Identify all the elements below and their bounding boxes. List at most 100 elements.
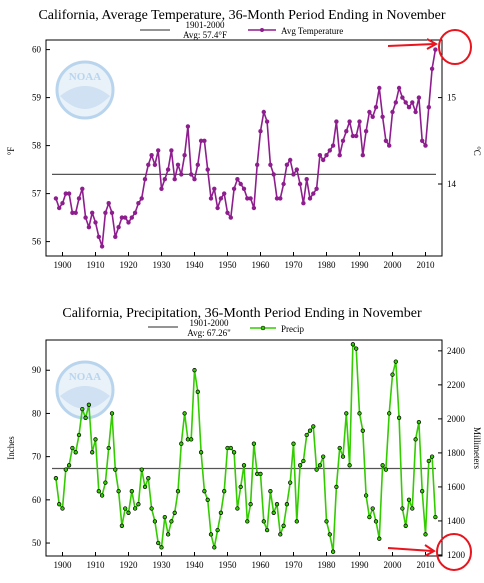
x-tick-label: 1960	[252, 560, 271, 570]
data-point	[119, 215, 125, 220]
y-axis-label-right: °C	[472, 146, 482, 156]
data-point	[311, 424, 316, 429]
highlight-arrowhead	[426, 38, 439, 50]
data-point	[235, 177, 240, 182]
data-point	[367, 514, 372, 520]
data-point	[57, 502, 62, 507]
data-point	[337, 445, 342, 451]
data-point	[238, 181, 243, 187]
data-point	[208, 196, 214, 201]
data-point	[90, 210, 95, 215]
data-point	[383, 467, 389, 472]
y-ticks-right: 1200 1400 1600 1800 2000 2200 2400	[438, 346, 466, 560]
noaa-logo: NOAA	[55, 360, 115, 420]
x-tick-label: 1920	[120, 260, 139, 270]
data-point	[149, 153, 154, 158]
data-point	[393, 100, 398, 105]
data-point	[330, 143, 336, 148]
data-point	[83, 215, 88, 220]
data-point	[347, 463, 352, 468]
data-point	[185, 124, 191, 129]
data-point	[245, 519, 250, 524]
avg-legend-label-line2: Avg: 67.26"	[187, 328, 231, 338]
data-point	[410, 506, 415, 511]
data-point	[324, 153, 329, 158]
data-point	[189, 437, 194, 442]
data-point	[433, 514, 438, 520]
data-point	[334, 119, 339, 124]
data-point	[271, 510, 276, 515]
series-line	[55, 49, 437, 248]
data-point	[80, 406, 85, 412]
data-point	[93, 437, 98, 442]
data-point	[390, 109, 395, 115]
data-point	[337, 153, 342, 158]
data-point	[360, 153, 365, 158]
data-point	[129, 215, 134, 220]
data-point	[212, 186, 217, 191]
data-point	[317, 463, 323, 468]
legend: 1901-2000 Avg: 57.4°F Avg Temperature	[140, 20, 343, 40]
data-point	[162, 514, 167, 520]
x-tick-label: 1920	[120, 560, 139, 570]
y-tick-label: 60	[32, 495, 42, 505]
data-point	[159, 186, 164, 191]
data-point	[390, 372, 395, 377]
data-point	[90, 450, 95, 455]
x-tick-label: 1980	[318, 260, 337, 270]
data-point	[297, 181, 303, 187]
data-point	[182, 411, 187, 416]
data-point	[106, 201, 111, 206]
data-point	[172, 177, 177, 182]
data-point	[393, 359, 398, 364]
data-point	[60, 201, 65, 206]
data-point	[327, 148, 332, 153]
data-point	[396, 85, 402, 91]
data-point	[93, 220, 98, 225]
x-tick-label: 1960	[252, 260, 271, 270]
data-point	[400, 95, 405, 100]
data-point	[367, 109, 372, 115]
data-point	[350, 133, 356, 139]
data-point	[360, 428, 365, 433]
y-tick-label: 50	[32, 538, 42, 548]
data-point	[205, 497, 210, 502]
y-tick-label: 59	[32, 93, 42, 103]
data-point	[238, 484, 243, 490]
data-point	[340, 138, 346, 143]
data-point	[403, 523, 408, 528]
data-point	[132, 506, 138, 511]
data-point	[142, 177, 148, 182]
series-temperature	[53, 47, 438, 249]
data-point	[281, 523, 286, 528]
y-tick-label: 56	[32, 237, 42, 247]
data-point	[146, 162, 151, 167]
data-point	[192, 177, 197, 182]
data-point	[172, 510, 177, 515]
data-point	[156, 540, 161, 546]
x-tick-label: 1910	[87, 260, 106, 270]
data-point	[291, 441, 296, 446]
data-point	[251, 441, 257, 446]
data-point	[321, 454, 326, 459]
data-point	[113, 467, 118, 472]
data-point	[373, 519, 379, 524]
data-point	[357, 411, 362, 416]
highlight-circle	[438, 29, 472, 65]
data-point	[387, 143, 392, 148]
data-point	[278, 196, 283, 201]
highlight-arrow	[387, 43, 435, 47]
y-tick-label: 60	[32, 45, 42, 55]
series-precipitation	[53, 342, 438, 554]
data-point	[274, 196, 280, 201]
data-point	[340, 454, 346, 459]
data-point	[416, 95, 422, 100]
data-point	[66, 191, 72, 196]
data-point	[70, 445, 75, 451]
data-point	[387, 411, 392, 416]
data-point	[248, 502, 253, 507]
chart-title: California, Average Temperature, 36-Mont…	[38, 8, 445, 23]
data-point	[136, 201, 141, 206]
data-point	[350, 342, 356, 347]
data-point	[198, 450, 204, 455]
